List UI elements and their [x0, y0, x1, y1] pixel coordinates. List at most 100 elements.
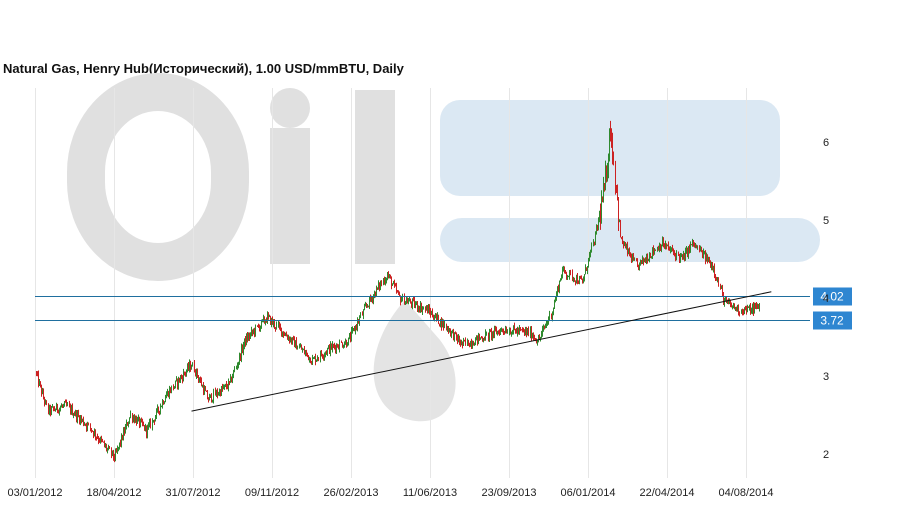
candle-body [728, 300, 729, 304]
candle-body [722, 287, 723, 293]
candle-459 [518, 327, 519, 335]
candle-147 [190, 360, 191, 372]
candle-493 [554, 299, 555, 309]
candle-body [360, 313, 361, 318]
candle-483 [543, 324, 544, 332]
candle-278 [328, 345, 329, 350]
candle-87 [127, 422, 128, 426]
candle-body [454, 332, 455, 340]
candle-body [386, 279, 387, 281]
candle-body [699, 246, 700, 252]
candle-body [421, 304, 422, 312]
candle-body [499, 331, 500, 335]
candle-body [573, 278, 574, 280]
candle-546 [609, 128, 610, 162]
candle-body [161, 406, 162, 408]
candle-254 [303, 348, 304, 351]
candle-641 [709, 256, 710, 264]
candle-body [258, 325, 259, 327]
candle-94 [135, 415, 136, 423]
candle-body [736, 307, 737, 312]
candle-611 [678, 251, 679, 257]
candle-371 [426, 305, 427, 311]
candle-302 [353, 328, 354, 332]
watermark-dot [270, 88, 310, 128]
candle-body [225, 384, 226, 386]
candle-517 [579, 275, 580, 285]
candle-body [503, 330, 504, 332]
candle-body [81, 417, 82, 420]
candle-159 [203, 382, 204, 396]
candle-440 [498, 330, 499, 335]
candle-678 [748, 306, 749, 308]
candle-578 [643, 257, 644, 266]
candle-15 [52, 403, 53, 408]
candle-body [60, 407, 61, 409]
candle-619 [686, 245, 687, 254]
candle-539 [602, 196, 603, 203]
candle-4 [40, 381, 41, 388]
candle-body [257, 325, 258, 327]
candle-body [363, 309, 364, 316]
candle-117 [159, 410, 160, 416]
candle-432 [490, 329, 491, 333]
candle-441 [499, 329, 500, 336]
candle-body [552, 312, 553, 319]
candle-64 [103, 441, 104, 443]
candle-body [557, 287, 558, 294]
candle-body [352, 329, 353, 331]
candle-266 [315, 353, 316, 366]
candle-body [152, 420, 153, 428]
candle-body [198, 376, 199, 381]
candle-body [481, 337, 482, 339]
candle-673 [743, 309, 744, 316]
candle-606 [672, 244, 673, 252]
candle-body [74, 414, 75, 416]
candle-body [155, 416, 156, 422]
candle-382 [437, 312, 438, 321]
candle-body [607, 170, 608, 180]
candle-0 [36, 370, 37, 377]
trendline-group [191, 291, 772, 412]
candle-614 [681, 253, 682, 258]
candle-body [678, 252, 679, 256]
candle-208 [254, 327, 255, 338]
candle-body [595, 232, 596, 245]
candle-34 [72, 403, 73, 416]
candle-617 [684, 252, 685, 262]
candle-500 [561, 274, 562, 281]
candle-body [700, 248, 701, 252]
candle-552 [616, 184, 617, 194]
candle-body [588, 258, 589, 268]
watermark-drop [373, 300, 456, 422]
candle-76 [116, 447, 117, 453]
candle-body [56, 404, 57, 410]
candle-body [658, 247, 659, 251]
candle-116 [158, 406, 159, 414]
candle-122 [164, 401, 165, 405]
axes: 03/01/2012 18/04/2012 31/07/2012 09/11/2012… [7, 137, 829, 499]
candle-body [434, 318, 435, 320]
candle-115 [157, 404, 158, 413]
candle-body [282, 331, 283, 336]
candle-body [313, 358, 314, 360]
candle-body [490, 330, 491, 332]
candle-body [266, 320, 267, 322]
candle-body [672, 248, 673, 251]
candle-197 [243, 341, 244, 356]
candle-body [327, 348, 328, 354]
candle-108 [149, 418, 150, 428]
candle-406 [462, 341, 463, 349]
candle-body [354, 328, 355, 331]
candle-513 [575, 280, 576, 286]
candle-body [185, 373, 186, 375]
candle-body [497, 331, 498, 334]
candle-572 [637, 258, 638, 268]
candle-body [245, 338, 246, 344]
candle-39 [77, 409, 78, 424]
candle-body [680, 255, 681, 260]
candle-536 [599, 210, 600, 223]
candle-body [71, 406, 72, 413]
candle-161 [205, 386, 206, 392]
candle-body [463, 340, 464, 346]
